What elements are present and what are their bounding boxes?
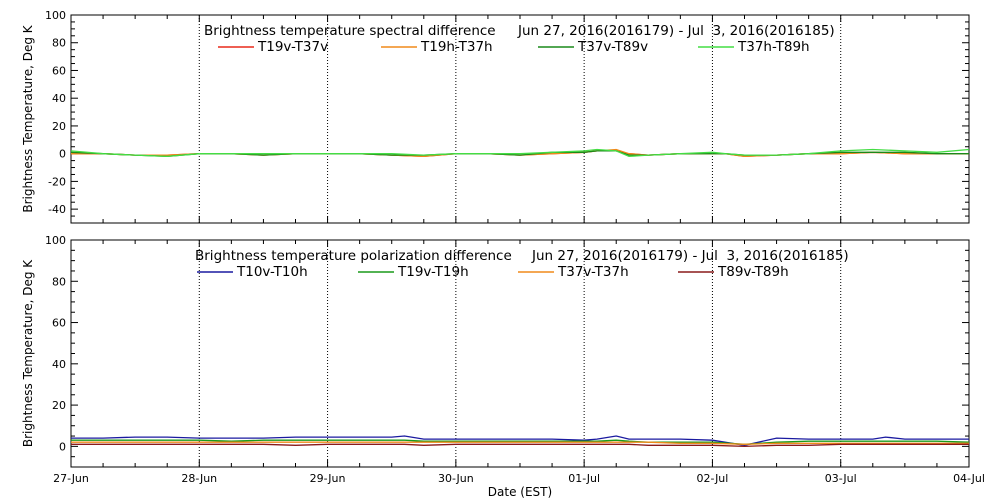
series-line-T19v-T19h	[71, 439, 970, 445]
y-tick-label: 40	[52, 358, 66, 371]
x-tick-label: 28-Jun	[181, 472, 217, 485]
series-line-T10v-T10h	[71, 435, 969, 446]
y-tick-label: 0	[59, 440, 66, 453]
date-range: Jun 27, 2016(2016179) - Jul 3, 2016(2016…	[517, 23, 835, 39]
y-axis-label: Brightness Temperature, Deg K	[21, 24, 35, 212]
plot-frame	[70, 14, 970, 224]
legend-label: T37h-T89h	[737, 39, 810, 55]
x-tick-label: 03-Jul	[825, 472, 857, 485]
y-tick-label: 20	[52, 120, 66, 133]
y-tick-label: -40	[48, 203, 66, 216]
legend-label: T19h-T37h	[420, 39, 493, 55]
legend-label: T19v-T19h	[397, 264, 469, 280]
legend-label: T37v-T89v	[577, 39, 648, 55]
x-tick-label: 04-Jul	[953, 472, 985, 485]
y-axis-label: Brightness Temperature, Deg K	[21, 259, 35, 447]
y-tick-label: 60	[52, 317, 66, 330]
chart-title: Brightness temperature spectral differen…	[204, 23, 496, 39]
y-tick-label: 0	[59, 148, 66, 161]
y-tick-label: 80	[52, 37, 66, 50]
chart-title: Brightness temperature polarization diff…	[195, 248, 512, 264]
chart-panel-1: -40 -20 0 20 40 60 80 100 Brightness temperature…	[21, 9, 970, 224]
series-line-T37h-T89h	[70, 148, 970, 158]
y-tick-label: -20	[48, 175, 66, 188]
date-range: Jun 27, 2016(2016179) - Jul 3, 2016(2016…	[531, 248, 849, 264]
y-tick-label: 80	[52, 275, 66, 288]
y-tick-label: 100	[45, 9, 66, 22]
x-tick-label: 02-Jul	[696, 472, 728, 485]
series-line-T89v-T89h	[71, 443, 969, 448]
x-tick-label: 30-Jun	[438, 472, 474, 485]
chart-panel-2: 0 20 40 60 80 100 27-Jun 28-Jun 29-Jun 30-Jun 01-J…	[21, 234, 985, 499]
series-line-T37v-T37h	[71, 441, 969, 445]
legend-label: T89v-T89h	[717, 264, 789, 280]
y-tick-label: 100	[45, 234, 66, 247]
legend-label: T37v-T37h	[557, 264, 629, 280]
x-tick-label: 27-Jun	[53, 472, 89, 485]
y-tick-label: 20	[52, 399, 66, 412]
x-tick-label: 01-Jul	[568, 472, 600, 485]
x-axis-label: Date (EST)	[488, 485, 552, 499]
legend-label: T10v-T10h	[236, 264, 308, 280]
legend-label: T19v-T37v	[257, 39, 328, 55]
x-tick-label: 29-Jun	[310, 472, 346, 485]
y-tick-label: 60	[52, 64, 66, 77]
plot-frame	[70, 239, 970, 468]
y-tick-label: 40	[52, 92, 66, 105]
